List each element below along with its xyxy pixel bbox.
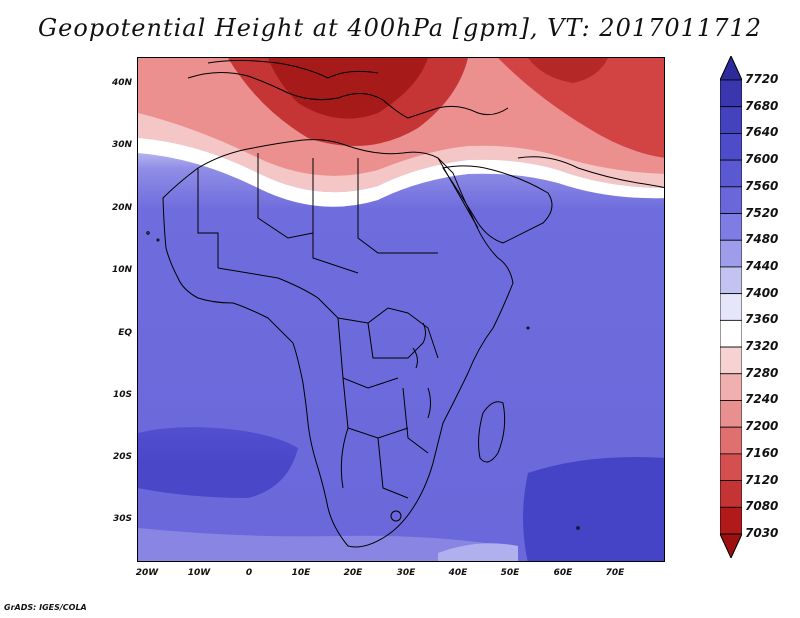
colorbar-label: 7030 xyxy=(745,526,779,540)
lon-label: 20E xyxy=(343,568,363,578)
lat-label: 20S xyxy=(112,452,132,462)
red-core-east xyxy=(498,58,664,158)
colorbar-swatch xyxy=(720,239,742,268)
colorbar-label: 7320 xyxy=(745,339,779,354)
lon-label: 20W xyxy=(135,568,159,578)
coastlines xyxy=(146,60,664,548)
grads-credit: GrADS: IGES/COLA xyxy=(4,603,87,612)
colorbar-swatch xyxy=(720,400,742,428)
lat-label: 30S xyxy=(112,514,132,524)
lon-label: 0 xyxy=(245,568,253,578)
lon-label: 40E xyxy=(448,568,468,578)
chart-title: Geopotential Height at 400hPa [gpm], VT:… xyxy=(38,14,762,42)
colorbar-swatch xyxy=(720,373,742,401)
lat-label: 40N xyxy=(111,78,132,88)
colorbar-label: 7240 xyxy=(745,392,779,407)
colorbar-label: 7080 xyxy=(745,499,779,514)
colorbar-label: 7680 xyxy=(745,98,779,113)
lat-label: 20N xyxy=(111,203,132,213)
colorbar-swatch xyxy=(720,293,742,321)
colorbar-label: 7160 xyxy=(745,445,779,460)
lon-label: 60E xyxy=(553,568,573,578)
colorbar-label: 7400 xyxy=(745,285,779,300)
colorbar-swatch xyxy=(720,106,742,134)
colorbar-label: 7520 xyxy=(745,205,779,220)
white-band xyxy=(138,138,664,207)
red-core-center xyxy=(268,58,428,119)
red-core-east-inner xyxy=(528,58,608,83)
colorbar-label: 7720 xyxy=(745,72,779,86)
lat-label: 10S xyxy=(112,390,132,400)
colorbar-swatch xyxy=(720,480,742,508)
colorbar-label: 7200 xyxy=(745,419,779,434)
map-panel xyxy=(137,57,665,562)
colorbar-label: 7280 xyxy=(745,365,779,380)
lat-label: EQ xyxy=(118,328,132,338)
colorbar-swatch xyxy=(720,453,742,481)
colorbar-label: 7360 xyxy=(745,312,779,327)
colorbar-swatch xyxy=(720,346,742,375)
colorbar-top-arrow xyxy=(720,56,742,81)
colorbar-swatch xyxy=(720,266,742,295)
colorbar-label: 7480 xyxy=(745,232,779,247)
colorbar-label: 7600 xyxy=(745,152,779,167)
colorbar-label: 7120 xyxy=(745,472,779,487)
colorbar-swatch xyxy=(720,186,742,214)
lon-label: 70E xyxy=(605,568,625,578)
colorbar-label: 7560 xyxy=(745,178,779,193)
colorbar-swatch xyxy=(720,426,742,455)
lon-label: 50E xyxy=(500,568,520,578)
geopotential-map xyxy=(138,58,664,561)
south-light-band xyxy=(138,528,518,561)
colorbar-swatch xyxy=(720,133,742,161)
lat-label: 10N xyxy=(111,265,132,275)
colorbar-swatch xyxy=(720,319,742,348)
colorbar-swatch xyxy=(720,506,742,535)
south-light-band-east xyxy=(438,543,518,561)
colorbar-label: 7640 xyxy=(745,125,779,140)
lat-label: 30N xyxy=(111,140,132,150)
colorbar-label: 7440 xyxy=(745,258,779,273)
south-blue-lobe-east xyxy=(523,457,664,561)
south-blue-lobe-west xyxy=(138,427,298,498)
colorbar xyxy=(720,56,742,558)
pink-band xyxy=(138,113,664,193)
colorbar-swatch xyxy=(720,213,742,241)
lon-label: 30E xyxy=(396,568,416,578)
lon-label: 10E xyxy=(291,568,311,578)
colorbar-bottom-arrow xyxy=(720,533,742,558)
colorbar-swatch xyxy=(720,79,742,108)
colorbar-swatch xyxy=(720,159,742,188)
lon-label: 10W xyxy=(187,568,211,578)
